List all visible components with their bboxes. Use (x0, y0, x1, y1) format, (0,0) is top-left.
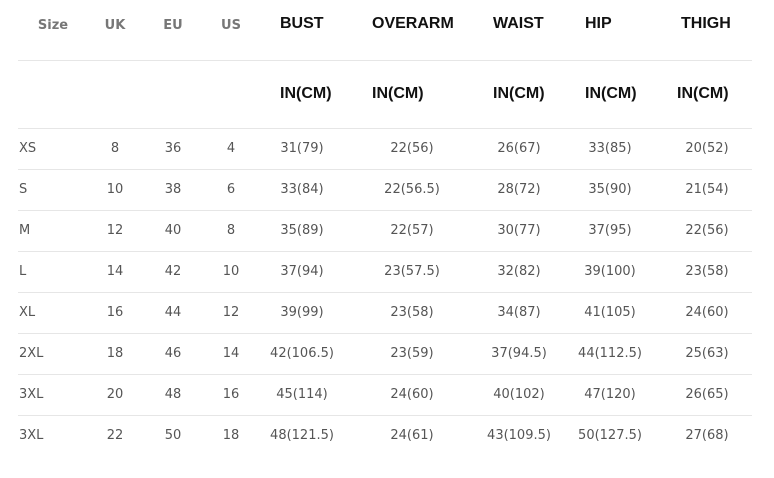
cell-overarm: 22(56) (390, 141, 434, 156)
cell-uk: 16 (106, 305, 124, 320)
cell-overarm: 22(56.5) (384, 182, 440, 197)
cell-thigh: 25(63) (685, 346, 729, 361)
unit-thigh: IN(CM) (677, 85, 729, 102)
cell-us: 16 (222, 387, 240, 402)
divider (18, 415, 752, 416)
cell-thigh: 26(65) (685, 387, 729, 402)
cell-overarm: 24(60) (390, 387, 434, 402)
cell-waist: 43(109.5) (487, 428, 551, 443)
cell-hip: 35(90) (588, 182, 632, 197)
cell-hip: 33(85) (588, 141, 632, 156)
unit-hip: IN(CM) (585, 85, 637, 102)
unit-waist: IN(CM) (493, 85, 545, 102)
cell-size: 3XL (19, 428, 44, 443)
cell-overarm: 23(59) (390, 346, 434, 361)
cell-us: 8 (226, 223, 236, 238)
cell-us: 12 (222, 305, 240, 320)
cell-overarm: 24(61) (390, 428, 434, 443)
cell-uk: 12 (106, 223, 124, 238)
cell-size: XS (19, 141, 37, 156)
cell-waist: 37(94.5) (491, 346, 547, 361)
cell-size: 3XL (19, 387, 44, 402)
cell-overarm: 22(57) (390, 223, 434, 238)
cell-waist: 40(102) (493, 387, 545, 402)
cell-eu: 38 (164, 182, 182, 197)
cell-thigh: 20(52) (685, 141, 729, 156)
cell-size: M (19, 223, 31, 238)
cell-overarm: 23(57.5) (384, 264, 440, 279)
cell-thigh: 21(54) (685, 182, 729, 197)
cell-us: 4 (226, 141, 236, 156)
cell-bust: 33(84) (280, 182, 324, 197)
header-eu: EU (163, 18, 183, 33)
cell-hip: 39(100) (584, 264, 636, 279)
cell-eu: 40 (164, 223, 182, 238)
cell-size: 2XL (19, 346, 44, 361)
cell-size: L (19, 264, 27, 279)
cell-waist: 28(72) (497, 182, 541, 197)
divider (18, 251, 752, 252)
divider (18, 292, 752, 293)
cell-bust: 48(121.5) (270, 428, 334, 443)
cell-us: 18 (222, 428, 240, 443)
cell-eu: 36 (164, 141, 182, 156)
cell-thigh: 22(56) (685, 223, 729, 238)
cell-hip: 50(127.5) (578, 428, 642, 443)
unit-overarm: IN(CM) (372, 85, 424, 102)
cell-eu: 42 (164, 264, 182, 279)
cell-overarm: 23(58) (390, 305, 434, 320)
cell-hip: 44(112.5) (578, 346, 642, 361)
header-overarm: OVERARM (372, 15, 454, 32)
cell-uk: 14 (106, 264, 124, 279)
cell-bust: 42(106.5) (270, 346, 334, 361)
header-bust: BUST (280, 15, 324, 32)
cell-bust: 35(89) (280, 223, 324, 238)
cell-waist: 30(77) (497, 223, 541, 238)
cell-waist: 32(82) (497, 264, 541, 279)
cell-bust: 45(114) (276, 387, 328, 402)
cell-size: XL (19, 305, 36, 320)
cell-hip: 37(95) (588, 223, 632, 238)
cell-size: S (19, 182, 28, 197)
cell-uk: 18 (106, 346, 124, 361)
cell-uk: 22 (106, 428, 124, 443)
cell-us: 10 (222, 264, 240, 279)
cell-bust: 37(94) (280, 264, 324, 279)
divider (18, 169, 752, 170)
divider (18, 60, 752, 61)
cell-thigh: 24(60) (685, 305, 729, 320)
cell-us: 14 (222, 346, 240, 361)
cell-thigh: 23(58) (685, 264, 729, 279)
cell-hip: 41(105) (584, 305, 636, 320)
header-waist: WAIST (493, 15, 544, 32)
cell-eu: 48 (164, 387, 182, 402)
unit-bust: IN(CM) (280, 85, 332, 102)
cell-bust: 31(79) (280, 141, 324, 156)
cell-uk: 10 (106, 182, 124, 197)
cell-bust: 39(99) (280, 305, 324, 320)
cell-eu: 46 (164, 346, 182, 361)
cell-thigh: 27(68) (685, 428, 729, 443)
cell-waist: 26(67) (497, 141, 541, 156)
header-uk: UK (104, 18, 126, 33)
header-size: Size (37, 18, 69, 33)
divider (18, 333, 752, 334)
header-hip: HIP (585, 15, 612, 32)
cell-us: 6 (226, 182, 236, 197)
cell-hip: 47(120) (584, 387, 636, 402)
divider (18, 374, 752, 375)
header-thigh: THIGH (681, 15, 731, 32)
cell-waist: 34(87) (497, 305, 541, 320)
header-us: US (221, 18, 241, 33)
cell-uk: 20 (106, 387, 124, 402)
divider (18, 128, 752, 129)
cell-eu: 50 (164, 428, 182, 443)
cell-eu: 44 (164, 305, 182, 320)
cell-uk: 8 (110, 141, 120, 156)
divider (18, 210, 752, 211)
